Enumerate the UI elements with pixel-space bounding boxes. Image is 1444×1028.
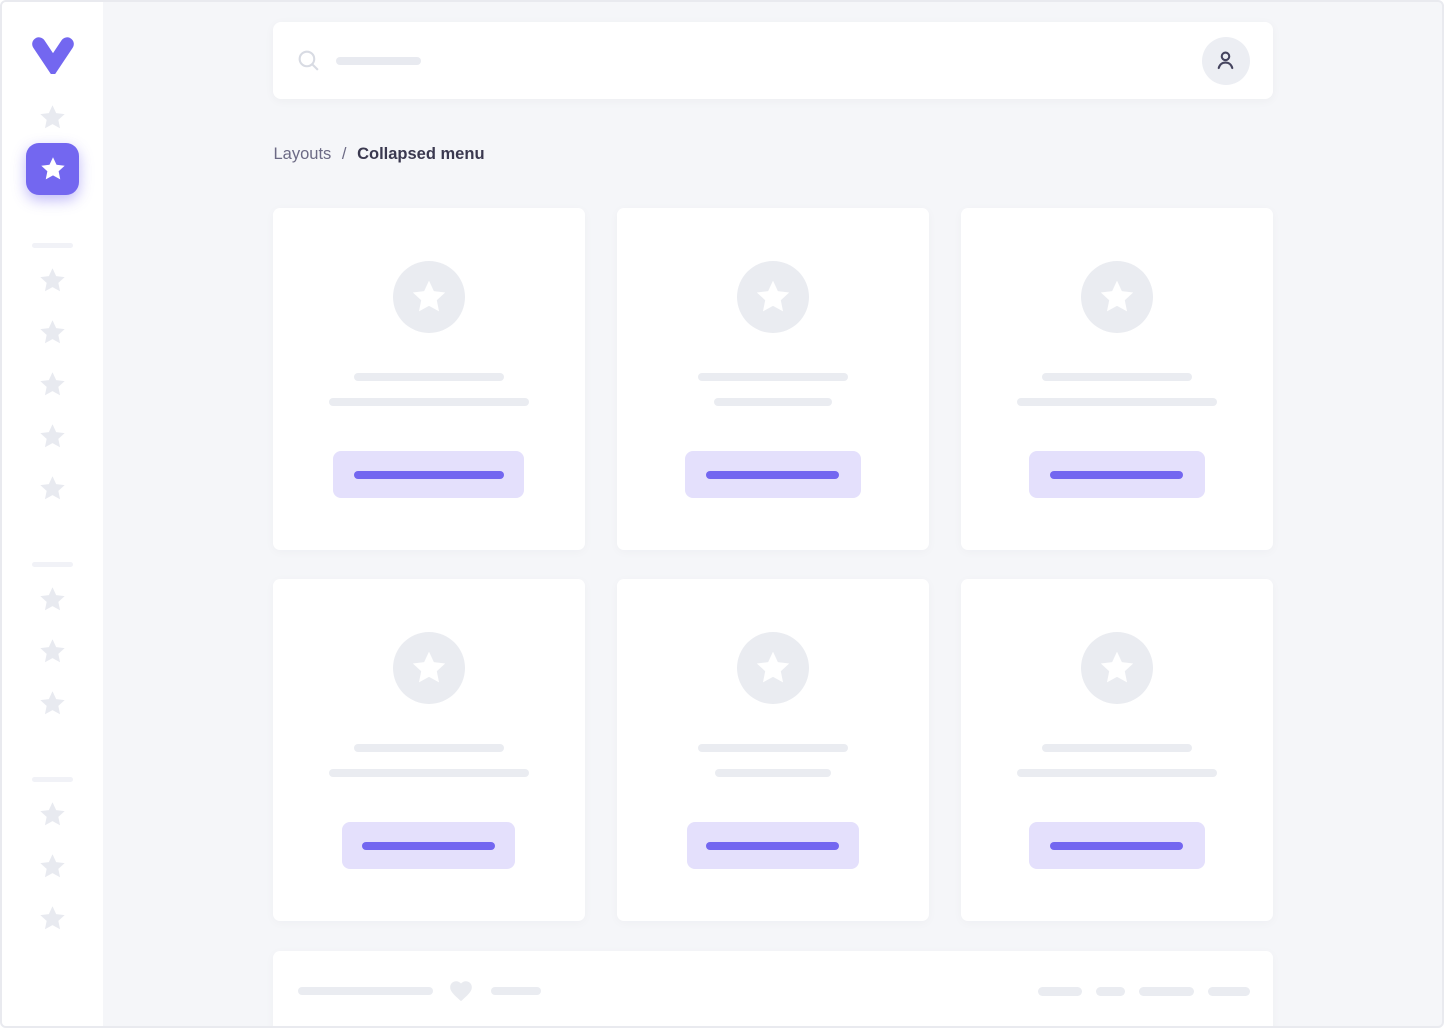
- sidebar-item[interactable]: [26, 91, 79, 143]
- card-media-circle: [736, 632, 809, 704]
- card-action-button[interactable]: [1028, 822, 1205, 869]
- card-action-button[interactable]: [1028, 451, 1205, 498]
- sidebar: [2, 2, 103, 1026]
- vuesax-logo[interactable]: [31, 36, 75, 74]
- heart-icon: [447, 978, 475, 1004]
- sidebar-item[interactable]: [26, 677, 79, 729]
- sidebar-item[interactable]: [26, 625, 79, 677]
- breadcrumb: Layouts / Collapsed menu: [274, 143, 1272, 165]
- card-text-line: [1016, 769, 1217, 777]
- button-label-placeholder: [353, 470, 504, 479]
- card-text-line: [713, 398, 832, 406]
- star-icon: [39, 423, 66, 450]
- button-label-placeholder: [362, 841, 495, 850]
- card-text-line: [328, 398, 529, 406]
- content-column: Layouts / Collapsed menu: [272, 22, 1273, 1026]
- card-text-line: [1041, 744, 1192, 752]
- sidebar-divider: [32, 243, 73, 248]
- placeholder-card: [272, 579, 585, 921]
- card-text-line: [714, 769, 831, 777]
- card-text-line: [328, 769, 529, 777]
- sidebar-item[interactable]: [26, 573, 79, 625]
- search-bar[interactable]: [272, 22, 1273, 99]
- footer-link-pill: [1037, 986, 1082, 996]
- card-text-line: [697, 373, 848, 381]
- card-media-circle: [736, 261, 809, 333]
- sidebar-item[interactable]: [26, 306, 79, 358]
- cards-grid: [272, 208, 1273, 921]
- card-action-button[interactable]: [342, 822, 515, 869]
- footer-right: [1037, 986, 1250, 996]
- star-icon: [39, 319, 66, 346]
- sidebar-item[interactable]: [26, 410, 79, 462]
- star-icon: [39, 267, 66, 294]
- button-label-placeholder: [1050, 841, 1183, 850]
- user-avatar-button[interactable]: [1201, 36, 1250, 85]
- card-media-circle: [1080, 261, 1153, 333]
- user-icon: [1213, 48, 1238, 73]
- star-icon: [755, 650, 791, 686]
- star-icon: [39, 905, 66, 932]
- footer-text-line: [297, 987, 433, 995]
- star-icon: [411, 279, 447, 315]
- star-icon: [39, 638, 66, 665]
- star-icon: [411, 650, 447, 686]
- button-label-placeholder: [1050, 470, 1183, 479]
- breadcrumb-separator: /: [341, 145, 347, 163]
- sidebar-item[interactable]: [26, 892, 79, 944]
- placeholder-card: [616, 208, 929, 550]
- star-icon: [39, 104, 66, 131]
- sidebar-item[interactable]: [26, 788, 79, 840]
- card-text-line: [353, 744, 504, 752]
- button-label-placeholder: [706, 470, 839, 479]
- placeholder-card: [960, 579, 1273, 921]
- sidebar-divider: [32, 562, 73, 567]
- star-icon: [39, 853, 66, 880]
- star-icon: [755, 279, 791, 315]
- sidebar-divider: [32, 777, 73, 782]
- star-icon: [39, 586, 66, 613]
- search-placeholder-line: [335, 56, 421, 65]
- star-icon: [39, 371, 66, 398]
- button-label-placeholder: [706, 841, 839, 850]
- search-icon: [296, 48, 321, 73]
- breadcrumb-link-layouts[interactable]: Layouts: [273, 145, 332, 163]
- star-icon: [1099, 650, 1135, 686]
- card-text-line: [1041, 373, 1192, 381]
- card-text-line: [697, 744, 848, 752]
- card-text-line: [353, 373, 504, 381]
- card-action-button[interactable]: [686, 822, 859, 869]
- card-action-button[interactable]: [684, 451, 861, 498]
- star-icon: [39, 475, 66, 502]
- sidebar-nav: [26, 91, 79, 944]
- sidebar-item[interactable]: [26, 254, 79, 306]
- star-icon: [39, 801, 66, 828]
- footer-left: [297, 978, 541, 1004]
- placeholder-card: [272, 208, 585, 550]
- placeholder-card: [960, 208, 1273, 550]
- star-icon: [40, 156, 66, 182]
- breadcrumb-current: Collapsed menu: [357, 145, 485, 163]
- main-area: Layouts / Collapsed menu: [103, 2, 1442, 1026]
- card-media-circle: [392, 632, 465, 704]
- card-action-button[interactable]: [333, 451, 524, 498]
- star-icon: [39, 690, 66, 717]
- footer-text-line: [490, 987, 541, 995]
- sidebar-item[interactable]: [26, 462, 79, 514]
- star-icon: [1099, 279, 1135, 315]
- sidebar-item[interactable]: [26, 358, 79, 410]
- footer-bar: [272, 951, 1273, 1026]
- footer-link-pill: [1095, 986, 1125, 996]
- card-media-circle: [1080, 632, 1153, 704]
- card-text-line: [1016, 398, 1217, 406]
- footer-link-pill: [1207, 986, 1250, 996]
- placeholder-card: [616, 579, 929, 921]
- card-media-circle: [392, 261, 465, 333]
- sidebar-item-active[interactable]: [26, 143, 79, 195]
- sidebar-item[interactable]: [26, 840, 79, 892]
- footer-link-pill: [1138, 986, 1194, 996]
